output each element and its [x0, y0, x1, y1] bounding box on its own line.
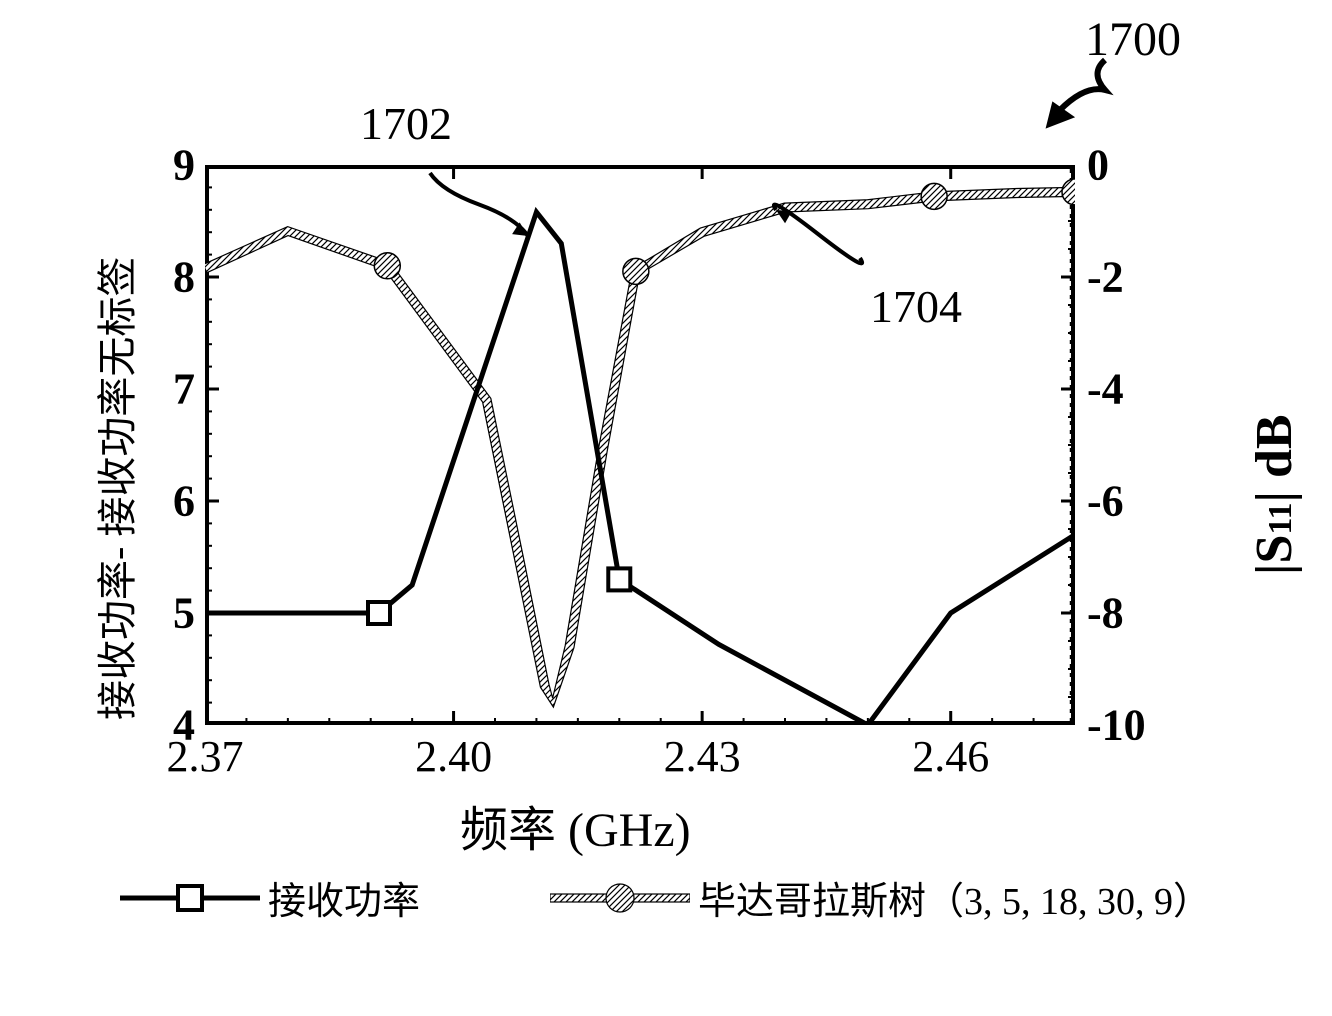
legend-label-s11: 毕达哥拉斯树（3, 5, 18, 30, 9） [698, 870, 1211, 925]
y-right-tick-label: -6 [1087, 476, 1167, 527]
figure-container: 1700 1702 1704 接收功率- 接收功率无标签 |S11| dB 频率… [0, 0, 1332, 1016]
y-left-tick-label: 6 [135, 476, 195, 527]
legend-label-recv: 接收功率 [268, 870, 420, 925]
y-right-tick-label: -8 [1087, 588, 1167, 639]
legend: 接收功率 毕达哥拉斯树（3, 5, 18, 30, 9） [120, 870, 1220, 930]
legend-item-recv: 接收功率 [120, 870, 420, 925]
y-left-tick-label: 9 [135, 140, 195, 191]
callout-1702-label: 1702 [360, 97, 452, 150]
plot-svg [205, 165, 1075, 725]
x-tick-label: 2.46 [912, 731, 989, 782]
x-tick-label: 2.43 [664, 731, 741, 782]
y-left-tick-label: 7 [135, 364, 195, 415]
y-left-tick-label: 5 [135, 588, 195, 639]
legend-swatch-recv [120, 876, 260, 920]
y-right-tick-label: -10 [1087, 700, 1167, 751]
y-axis-right-label: |S11| dB [1245, 414, 1304, 575]
y-left-tick-label: 4 [135, 700, 195, 751]
plot-region [205, 165, 1075, 725]
x-tick-label: 2.40 [415, 731, 492, 782]
y-right-tick-label: -4 [1087, 364, 1167, 415]
y-left-tick-label: 8 [135, 252, 195, 303]
x-axis-label: 频率 (GHz) [460, 790, 691, 860]
y-right-tick-label: -2 [1087, 252, 1167, 303]
legend-item-s11: 毕达哥拉斯树（3, 5, 18, 30, 9） [550, 870, 1211, 925]
y-right-tick-label: 0 [1087, 140, 1167, 191]
legend-swatch-s11 [550, 876, 690, 920]
figure-number-arrow [1035, 55, 1125, 135]
